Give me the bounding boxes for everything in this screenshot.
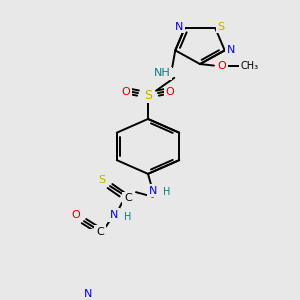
Text: N: N bbox=[110, 210, 118, 220]
Text: O: O bbox=[122, 87, 130, 97]
Text: S: S bbox=[98, 175, 106, 185]
Text: N: N bbox=[226, 45, 235, 56]
Text: N: N bbox=[149, 186, 157, 196]
Text: N: N bbox=[84, 290, 92, 299]
Text: N: N bbox=[175, 22, 183, 32]
Text: S: S bbox=[218, 22, 225, 32]
Text: O: O bbox=[72, 210, 80, 220]
Text: S: S bbox=[144, 89, 152, 102]
Text: NH: NH bbox=[154, 68, 171, 78]
Text: C: C bbox=[96, 227, 104, 237]
Text: H: H bbox=[124, 212, 132, 222]
Text: H: H bbox=[163, 187, 171, 197]
Text: C: C bbox=[124, 193, 132, 203]
Text: O: O bbox=[166, 87, 174, 97]
Text: O: O bbox=[218, 61, 226, 70]
Text: CH₃: CH₃ bbox=[241, 61, 259, 70]
